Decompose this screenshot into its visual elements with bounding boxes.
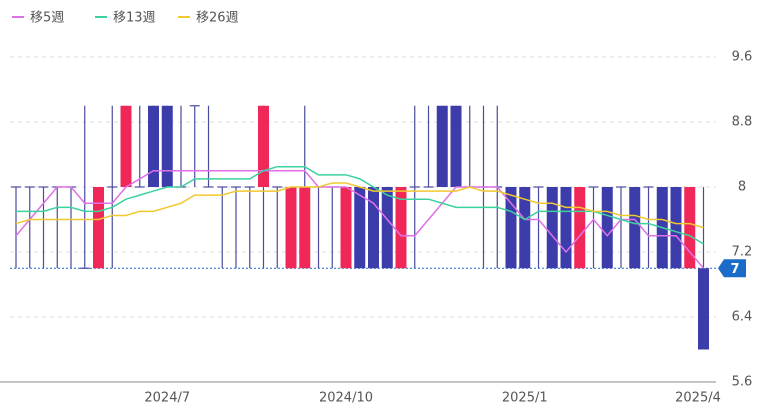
candle-body [450, 105, 462, 187]
candle-body [601, 187, 613, 269]
candle-body [560, 187, 572, 269]
candle-body [381, 187, 393, 269]
x-tick-label: 2024/10 [319, 391, 373, 406]
y-tick-label: 6.4 [732, 310, 753, 325]
price-badge-shape [718, 259, 746, 278]
y-tick-label: 9.6 [732, 50, 753, 65]
candle-body [161, 105, 173, 187]
y-tick-label: 7.2 [732, 245, 753, 260]
candle-body [395, 187, 407, 269]
price-badge-label: 7 [730, 262, 739, 277]
ma-line [16, 165, 704, 245]
ma-line [15, 182, 704, 229]
legend-label: 移26週 [196, 11, 239, 26]
candle-body [93, 187, 104, 269]
legend-label: 移5週 [30, 11, 64, 26]
candle-body [368, 187, 379, 269]
legend-label: 移13週 [113, 11, 156, 26]
candle-body [258, 105, 269, 187]
candle-body [684, 187, 696, 269]
candle-body [354, 187, 366, 269]
y-tick-label: 8.8 [732, 115, 753, 130]
candle-body [148, 105, 159, 187]
x-tick-label: 2025/4 [675, 391, 721, 406]
candle-body [670, 187, 682, 269]
ma-line [15, 170, 705, 269]
candle-body [629, 187, 641, 269]
x-tick-label: 2024/7 [144, 391, 190, 406]
candle-body [340, 187, 352, 269]
candle-body [698, 268, 709, 350]
y-tick-label: 5.6 [732, 375, 753, 390]
candle-body [285, 187, 297, 269]
candle-body [505, 187, 517, 269]
candle-body [519, 187, 531, 269]
x-tick-label: 2025/1 [502, 391, 548, 406]
candle-body [436, 105, 448, 187]
candle-body [120, 105, 132, 187]
candle-body [574, 187, 586, 269]
price-badge: 7 [718, 259, 746, 278]
candle-body [546, 187, 558, 269]
y-tick-label: 8 [738, 180, 746, 195]
candle-body [299, 187, 311, 269]
